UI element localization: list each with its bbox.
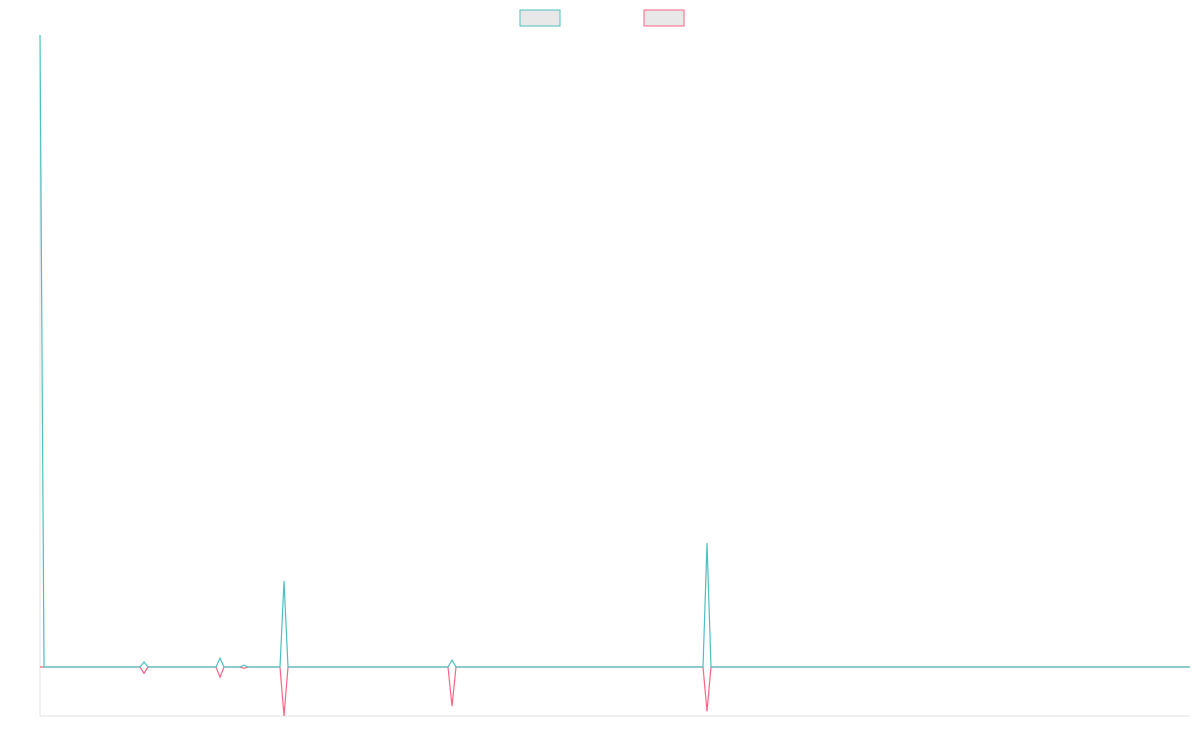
series-line [39,34,1190,668]
legend-swatch [519,9,561,27]
legend-swatch [643,9,685,27]
series-line [40,666,1190,717]
